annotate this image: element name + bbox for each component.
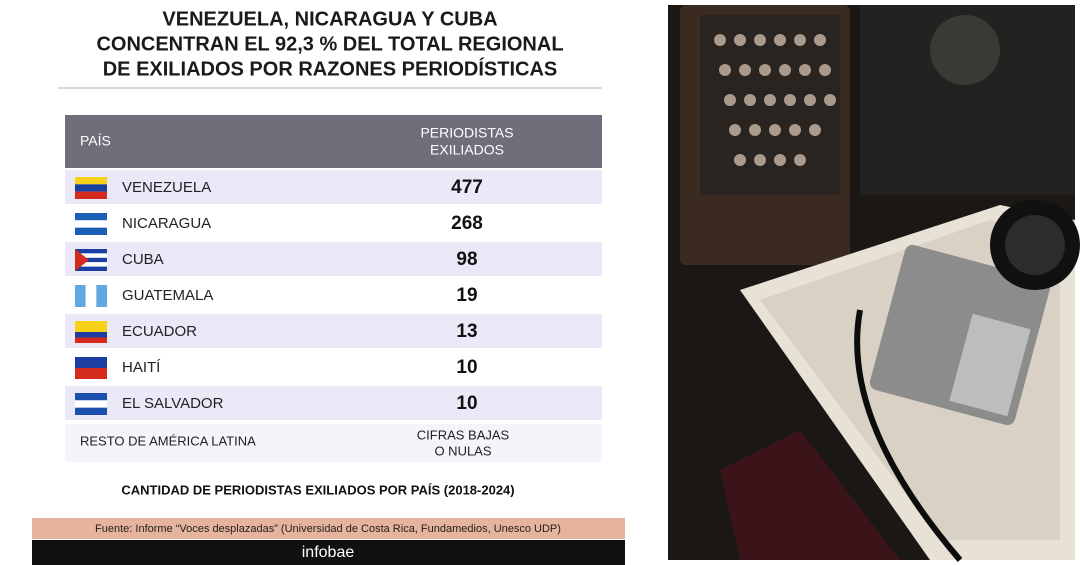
- flag-stripe: [75, 249, 89, 271]
- value-text: 19: [456, 285, 477, 306]
- table-row: [65, 424, 602, 462]
- flag-stripe: [75, 266, 107, 271]
- flag-stripe: [75, 220, 107, 228]
- country: VENEZUELA: [122, 179, 211, 196]
- table-row: [65, 242, 602, 276]
- title-line: CONCENTRAN EL 92,3 % DEL TOTAL REGIONAL: [96, 33, 563, 55]
- country: EL SALVADOR: [122, 395, 224, 412]
- flag-stripe: [75, 213, 107, 221]
- flag-stripe: [75, 253, 107, 258]
- value-text: O NULAS: [434, 443, 491, 458]
- flag-stripe: [75, 184, 107, 192]
- column-header: EXILIADOS: [430, 142, 504, 158]
- flag-stripe: [75, 393, 107, 401]
- value-text: 10: [456, 357, 477, 378]
- logo-bar: [32, 540, 625, 565]
- table-body: VENEZUELA 477 NICARAGUA 268 CUBA 98 GUATEMALA 1…: [65, 170, 602, 420]
- table-row: [65, 314, 602, 348]
- flag-stripe: [75, 407, 107, 415]
- flag: [75, 213, 107, 235]
- flag: [75, 321, 107, 343]
- value-text: 10: [456, 393, 477, 414]
- flag-stripe: [75, 357, 107, 368]
- flag-stripe: [75, 191, 107, 199]
- source: Fuente: Informe “Voces desplazadas” (Uni…: [95, 523, 561, 535]
- flag: [75, 393, 107, 415]
- country: RESTO DE AMÉRICA LATINA: [80, 433, 256, 448]
- flag-stripe: [75, 321, 107, 327]
- caption: CANTIDAD DE PERIODISTAS EXILIADOS POR PA…: [121, 482, 514, 497]
- flag-stripe: [75, 326, 107, 332]
- flag: [75, 177, 107, 199]
- flag-stripe: [75, 249, 107, 254]
- title-line: VENEZUELA, NICARAGUA Y CUBA: [162, 8, 497, 30]
- value-text: CIFRAS BAJAS: [417, 427, 510, 442]
- flag-stripe: [75, 368, 107, 379]
- value-text: 268: [451, 213, 483, 234]
- column-header: PERIODISTAS: [420, 125, 513, 141]
- flag-stripe: [75, 262, 107, 267]
- value-text: 13: [456, 321, 477, 342]
- country: HAITÍ: [122, 359, 161, 376]
- flag-stripe: [75, 257, 107, 263]
- logo: infobae: [302, 544, 355, 561]
- flag-stripe: [85, 285, 97, 307]
- flag-stripe: [75, 177, 107, 185]
- flag-stripe: [75, 285, 86, 307]
- source-bar: [32, 518, 625, 539]
- flag: [75, 357, 107, 379]
- flag: [75, 285, 107, 307]
- value-text: 477: [451, 177, 483, 198]
- value-text: 98: [456, 249, 477, 270]
- table-header: [65, 115, 602, 168]
- flag-stripe: [75, 227, 107, 235]
- table-row: [65, 206, 602, 240]
- column-header: PAÍS: [80, 133, 111, 149]
- photo: [668, 5, 1080, 562]
- country: NICARAGUA: [122, 215, 211, 232]
- flag-stripe: [75, 332, 107, 338]
- country: GUATEMALA: [122, 287, 213, 304]
- flag-stripe: [75, 337, 107, 343]
- table-row: [65, 350, 602, 384]
- flag-stripe: [96, 285, 107, 307]
- table-row: [65, 278, 602, 312]
- flag: [75, 249, 107, 271]
- country: ECUADOR: [122, 323, 197, 340]
- title-line: DE EXILIADOS POR RAZONES PERIODÍSTICAS: [103, 57, 558, 80]
- table-row: [65, 386, 602, 420]
- country: CUBA: [122, 251, 164, 268]
- table-row: [65, 170, 602, 204]
- flag-stripe: [75, 400, 107, 408]
